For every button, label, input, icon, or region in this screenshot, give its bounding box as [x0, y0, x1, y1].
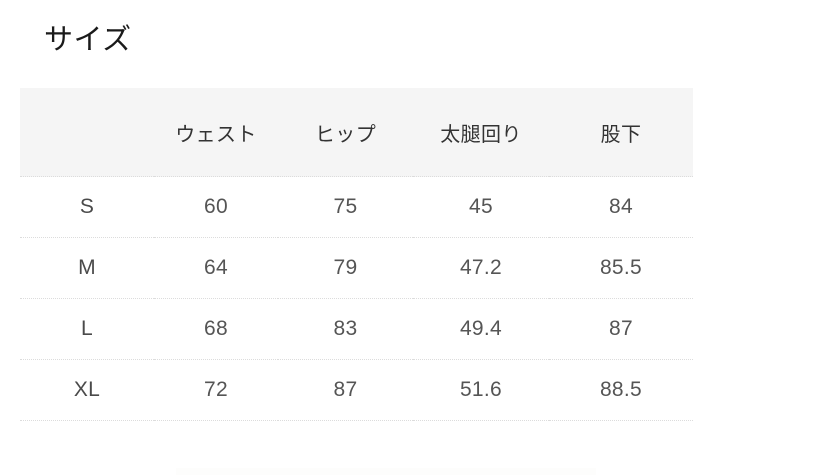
column-header-hip: ヒップ [278, 88, 413, 177]
cell-inseam: 84 [549, 176, 693, 238]
cell-waist: 68 [154, 298, 278, 360]
cell-hip: 87 [278, 359, 413, 421]
size-table-container: ウェスト ヒップ 太腿回り 股下 S 60 75 45 84 M 64 79 [20, 88, 693, 421]
bottom-edge-artifact [176, 468, 596, 475]
page-title: サイズ [44, 24, 132, 56]
column-header-size [20, 88, 154, 177]
table-row: S 60 75 45 84 [20, 176, 693, 238]
table-header-row: ウェスト ヒップ 太腿回り 股下 [20, 88, 693, 177]
table-row: XL 72 87 51.6 88.5 [20, 359, 693, 421]
size-table-body: S 60 75 45 84 M 64 79 47.2 85.5 L 68 83 [20, 176, 693, 421]
cell-size: M [20, 237, 154, 299]
column-header-waist: ウェスト [154, 88, 278, 177]
cell-waist: 72 [154, 359, 278, 421]
cell-thigh: 47.2 [413, 237, 549, 299]
size-table: ウェスト ヒップ 太腿回り 股下 S 60 75 45 84 M 64 79 [20, 88, 693, 421]
cell-waist: 60 [154, 176, 278, 238]
cell-hip: 79 [278, 237, 413, 299]
size-table-head: ウェスト ヒップ 太腿回り 股下 [20, 88, 693, 177]
column-header-inseam: 股下 [549, 88, 693, 177]
cell-thigh: 45 [413, 176, 549, 238]
cell-inseam: 87 [549, 298, 693, 360]
cell-thigh: 49.4 [413, 298, 549, 360]
cell-hip: 83 [278, 298, 413, 360]
cell-hip: 75 [278, 176, 413, 238]
column-header-thigh: 太腿回り [413, 88, 549, 177]
table-row: M 64 79 47.2 85.5 [20, 237, 693, 299]
cell-size: L [20, 298, 154, 360]
cell-inseam: 88.5 [549, 359, 693, 421]
cell-size: S [20, 176, 154, 238]
cell-waist: 64 [154, 237, 278, 299]
cell-inseam: 85.5 [549, 237, 693, 299]
cell-size: XL [20, 359, 154, 421]
table-row: L 68 83 49.4 87 [20, 298, 693, 360]
cell-thigh: 51.6 [413, 359, 549, 421]
